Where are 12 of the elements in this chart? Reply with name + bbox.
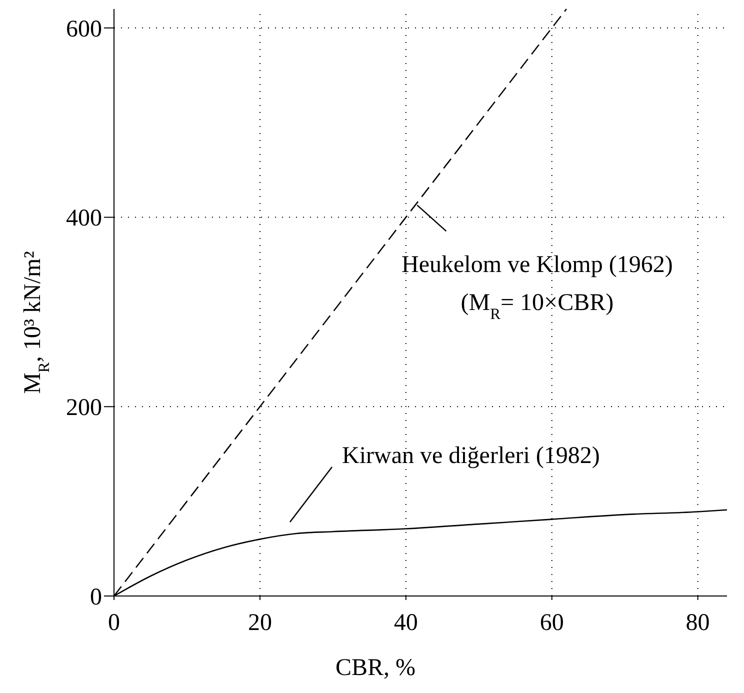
x-tick-label: 80 — [686, 610, 710, 636]
y-tick-label: 600 — [66, 16, 102, 42]
x-tick-label: 0 — [108, 610, 120, 636]
x-axis-title: CBR, % — [335, 655, 416, 681]
annotation: Heukelom ve Klomp (1962) (M$_{R}$= 10×CBR) — [402, 252, 673, 323]
annotation: Kirwan ve diğerleri (1982) — [342, 443, 600, 469]
x-tick-label: 20 — [248, 610, 272, 636]
y-tick-label: 0 — [90, 584, 102, 610]
y-tick-label: 200 — [66, 395, 102, 422]
y-tick-label: 400 — [66, 206, 102, 232]
x-tick-label: 60 — [540, 610, 564, 636]
x-tick-label: 40 — [394, 610, 418, 636]
